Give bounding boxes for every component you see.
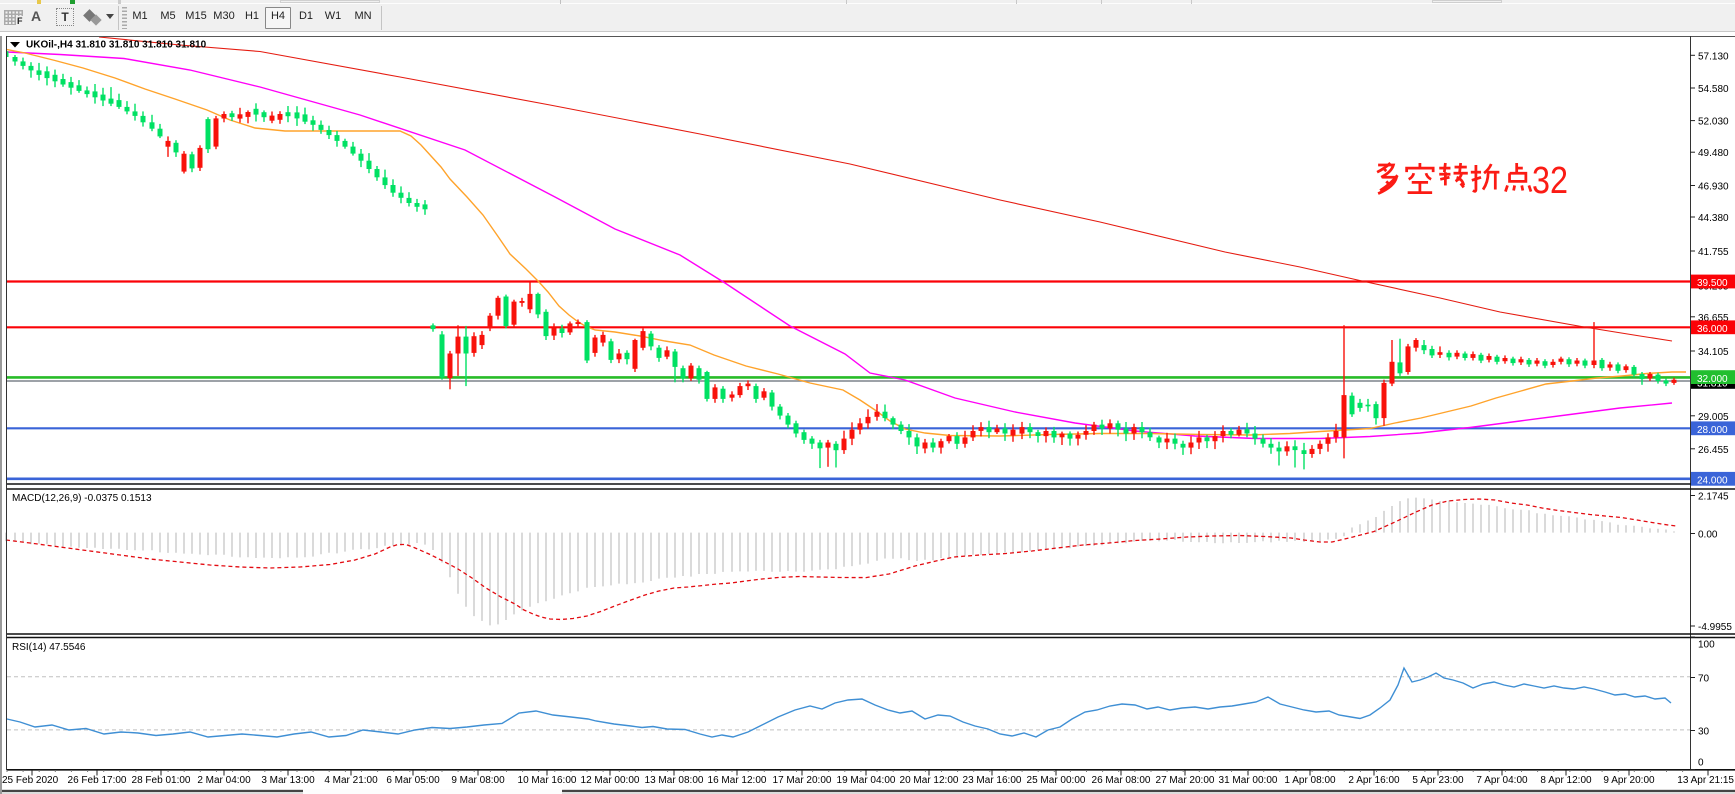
svg-text:MACD(12,26,9) -0.0375 0.1513: MACD(12,26,9) -0.0375 0.1513 (12, 493, 152, 504)
svg-text:20 Mar 12:00: 20 Mar 12:00 (900, 775, 959, 786)
svg-text:10 Mar 16:00: 10 Mar 16:00 (518, 775, 577, 786)
svg-text:26 Feb 17:00: 26 Feb 17:00 (68, 775, 127, 786)
svg-text:19 Mar 04:00: 19 Mar 04:00 (837, 775, 896, 786)
svg-text:17 Mar 20:00: 17 Mar 20:00 (773, 775, 832, 786)
svg-text:13 Apr 21:15: 13 Apr 21:15 (1677, 775, 1734, 786)
svg-text:9 Mar 08:00: 9 Mar 08:00 (451, 775, 505, 786)
svg-text:23 Mar 16:00: 23 Mar 16:00 (963, 775, 1022, 786)
svg-text:6 Mar 05:00: 6 Mar 05:00 (386, 775, 440, 786)
svg-text:32: 32 (1532, 160, 1568, 202)
svg-text:24.000: 24.000 (1697, 475, 1728, 486)
svg-text:57.130: 57.130 (1698, 51, 1729, 62)
svg-text:2 Apr 16:00: 2 Apr 16:00 (1348, 775, 1400, 786)
svg-text:34.105: 34.105 (1698, 347, 1729, 358)
svg-text:54.580: 54.580 (1698, 84, 1729, 95)
svg-text:9 Apr 20:00: 9 Apr 20:00 (1603, 775, 1655, 786)
svg-text:0: 0 (1698, 758, 1704, 769)
svg-text:31 Mar 00:00: 31 Mar 00:00 (1219, 775, 1278, 786)
svg-text:8 Apr 12:00: 8 Apr 12:00 (1540, 775, 1592, 786)
svg-text:52.030: 52.030 (1698, 117, 1729, 128)
svg-text:32.000: 32.000 (1697, 374, 1728, 385)
svg-text:28 Feb 01:00: 28 Feb 01:00 (132, 775, 191, 786)
svg-text:0.00: 0.00 (1698, 530, 1718, 541)
svg-text:-4.9955: -4.9955 (1698, 622, 1732, 633)
svg-text:46.930: 46.930 (1698, 182, 1729, 193)
svg-text:13 Mar 08:00: 13 Mar 08:00 (645, 775, 704, 786)
svg-text:5 Apr 23:00: 5 Apr 23:00 (1412, 775, 1464, 786)
svg-text:36.000: 36.000 (1697, 324, 1728, 335)
svg-text:UKOil-,H4 31.810 31.810 31.81: UKOil-,H4 31.810 31.810 31.810 31.810 (26, 40, 207, 51)
svg-text:1 Apr 08:00: 1 Apr 08:00 (1284, 775, 1336, 786)
svg-text:49.480: 49.480 (1698, 148, 1729, 159)
svg-text:39.500: 39.500 (1697, 278, 1728, 289)
svg-text:30: 30 (1698, 727, 1710, 738)
svg-text:12 Mar 00:00: 12 Mar 00:00 (581, 775, 640, 786)
svg-text:41.755: 41.755 (1698, 247, 1729, 258)
svg-text:26.455: 26.455 (1698, 445, 1729, 456)
svg-text:26 Mar 08:00: 26 Mar 08:00 (1092, 775, 1151, 786)
svg-text:16 Mar 12:00: 16 Mar 12:00 (708, 775, 767, 786)
svg-text:44.380: 44.380 (1698, 213, 1729, 224)
svg-text:70: 70 (1698, 674, 1710, 685)
svg-text:36.655: 36.655 (1698, 313, 1729, 324)
svg-text:RSI(14) 47.5546: RSI(14) 47.5546 (12, 642, 86, 653)
svg-text:25 Feb 2020: 25 Feb 2020 (2, 775, 59, 786)
svg-text:2.1745: 2.1745 (1698, 492, 1729, 503)
svg-text:28.000: 28.000 (1697, 425, 1728, 436)
svg-text:2 Mar 04:00: 2 Mar 04:00 (197, 775, 251, 786)
svg-text:7 Apr 04:00: 7 Apr 04:00 (1476, 775, 1528, 786)
svg-text:29.005: 29.005 (1698, 412, 1729, 423)
svg-text:100: 100 (1698, 640, 1715, 651)
svg-text:31.810: 31.810 (1697, 379, 1728, 390)
svg-text:25 Mar 00:00: 25 Mar 00:00 (1027, 775, 1086, 786)
svg-text:27 Mar 20:00: 27 Mar 20:00 (1156, 775, 1215, 786)
svg-text:4 Mar 21:00: 4 Mar 21:00 (324, 775, 378, 786)
svg-text:3 Mar 13:00: 3 Mar 13:00 (261, 775, 315, 786)
